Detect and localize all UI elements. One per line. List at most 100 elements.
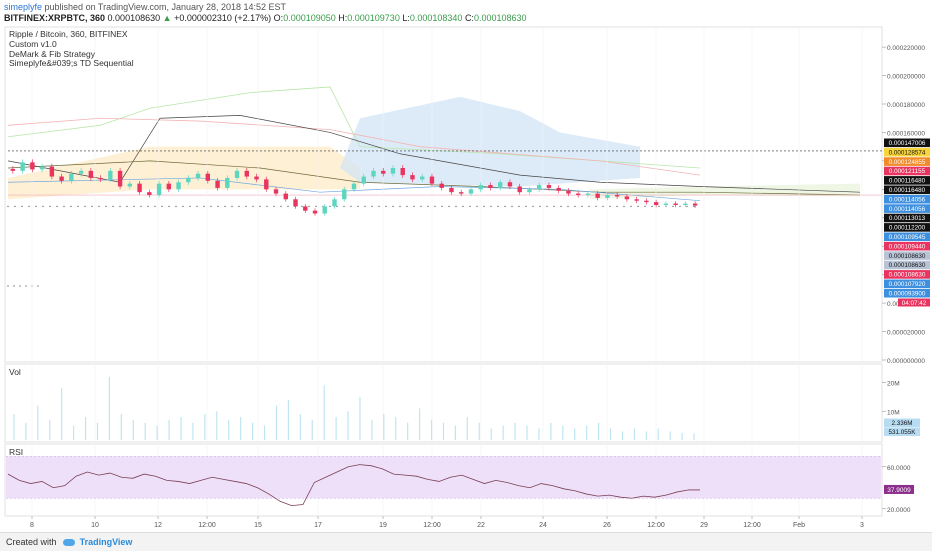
price-label: 0.000112200 [889,225,926,232]
support-dot [91,205,93,208]
support-dot [25,285,27,287]
support-dot [133,205,135,208]
author-link[interactable]: simeplyfe [4,2,43,12]
support-dot [7,285,9,287]
candle-body [692,203,698,206]
price-tick-label: 0.000000000 [887,358,925,365]
volume-bar [299,414,301,440]
open-label: O: [273,13,284,23]
price-tick-label: 0.000020000 [887,330,925,337]
candle-body [575,193,581,196]
support-dot [182,205,184,208]
volume-bar [132,419,134,440]
rsi-title: RSI [9,447,23,457]
price-label-bg [884,213,930,223]
rsi-value-label: 37.9009 [887,487,911,494]
volume-bar [359,396,361,440]
volume-bar [466,417,468,440]
support-dot [252,205,254,208]
volume-bar [73,425,75,440]
volume-bar [681,432,683,440]
high-value: 0.000109730 [347,13,400,23]
support-dot [672,205,674,208]
volume-bar [383,414,385,440]
close-label: C: [464,13,474,23]
header-bar: simeplyfe published on TradingView.com, … [0,0,932,26]
support-dot [553,205,555,208]
volume-bar [311,419,313,440]
time-tick-label: Feb [793,522,805,529]
candle-body [69,173,74,181]
support-dot [105,205,107,208]
candle-body [78,170,84,174]
volume-bar [574,428,576,440]
volume-bar [419,408,421,440]
price-tick-label: 0.000200000 [887,74,925,81]
ichimoku-cloud-green [590,183,860,200]
price-label-bg [884,270,930,279]
candle-body [390,168,396,174]
support-dot [651,205,653,208]
support-dot [19,285,21,287]
volume-title: Vol [9,367,21,377]
time-tick-label: 3 [860,522,864,529]
volume-label-bg [884,427,920,437]
time-tick-label: 12:00 [198,522,216,529]
volume-bar [120,414,122,440]
price-label-bg [884,147,930,157]
price-label-bg [884,279,930,289]
support-dot [385,205,387,208]
time-tick-label: 24 [539,522,547,529]
support-dot [217,205,219,208]
volume-bar [609,428,612,440]
candle-body [108,170,113,180]
candle-body [283,193,288,200]
support-dot [308,205,310,208]
support-dot [406,205,408,208]
time-tick-label: 12:00 [743,522,761,529]
tradingview-brand[interactable]: TradingView [79,537,133,547]
support-dot [63,205,65,208]
time-tick-label: 10 [91,522,99,529]
candle-body [88,170,94,178]
support-dot [364,205,366,208]
volume-bar [407,422,409,440]
countdown-bg [898,298,930,307]
support-dot [119,205,121,208]
support-dot [427,205,429,208]
ma-line-blue [7,177,701,202]
volume-tick-label: 10M [887,409,900,416]
volume-bar [633,428,635,440]
support-dot [259,205,261,208]
support-dot [644,205,646,208]
support-dot [441,205,443,208]
candle-body [127,183,133,187]
fib-line-green [7,86,701,169]
price-label-bg [884,204,930,213]
candle-body [556,187,561,191]
volume-bar [228,419,230,440]
candle-body [488,185,493,188]
support-dot [231,205,233,208]
volume-tick-label: 20M [887,381,900,388]
up-arrow-icon: ▲ [162,13,172,23]
support-dot [616,205,618,208]
chart-area[interactable]: 0.000220000 0.000200000 0.000180000 0.00016… [0,26,932,532]
support-dot [455,205,457,208]
candle-body [361,176,366,184]
support-dot [588,205,590,208]
support-dot [13,285,15,287]
rsi-layer [6,455,881,507]
candle-body [137,183,142,193]
support-dot [371,205,373,208]
volume-bar [144,422,146,440]
volume-bar [430,419,433,440]
support-dot [126,205,128,208]
price-label-bg [884,288,930,298]
price-label: 0.000124855 [889,159,926,166]
support-dot [273,205,275,208]
candle-body [186,177,191,183]
volume-bar [693,433,695,440]
candle-body [644,200,649,203]
price-label-bg [884,176,930,185]
